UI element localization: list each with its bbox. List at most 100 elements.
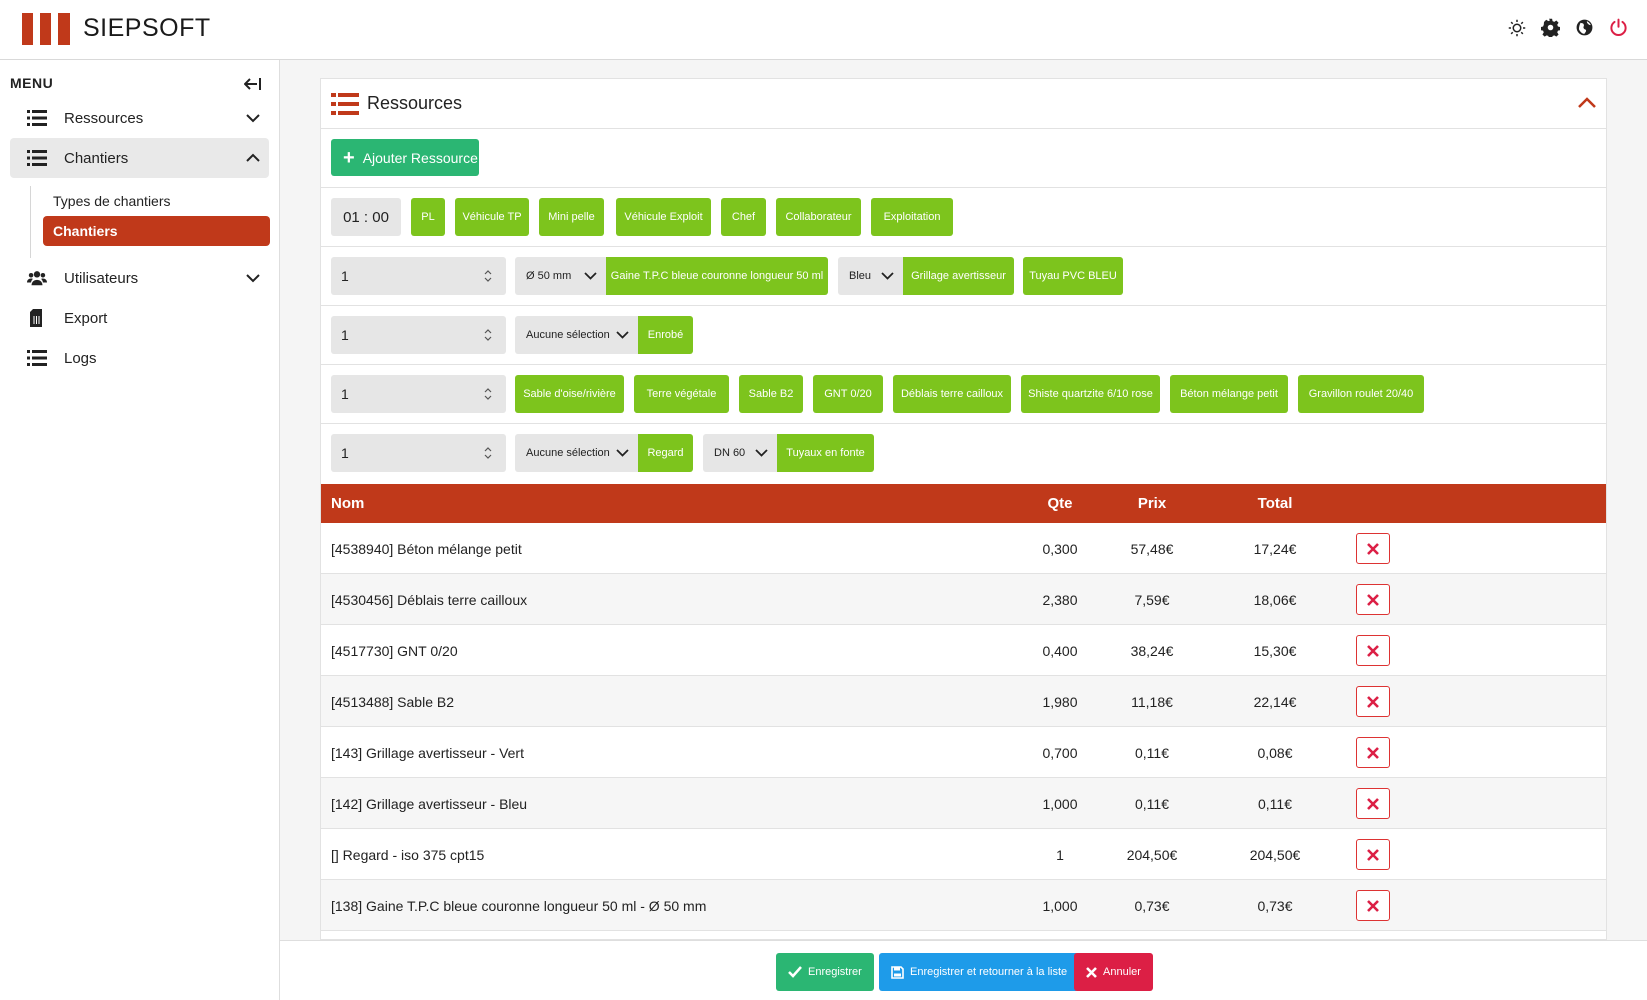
material-button-terre-vegetale[interactable]: Terre végétale	[634, 375, 729, 413]
cell-qte: 2,380	[1042, 592, 1078, 608]
material-button-sable-oise[interactable]: Sable d'oise/rivière	[515, 375, 624, 413]
chevron-up-icon	[246, 153, 260, 162]
sidebar-item-label: Utilisateurs	[64, 269, 139, 287]
list-icon	[331, 93, 359, 115]
cell-prix: 0,73€	[1134, 898, 1170, 914]
plus-icon: +	[343, 146, 355, 169]
quantity-value: 1	[341, 386, 349, 402]
material-button-gnt[interactable]: GNT 0/20	[813, 375, 883, 413]
vehicle-button-pl[interactable]: PL	[411, 198, 445, 236]
close-icon	[1367, 797, 1379, 810]
save-and-return-button[interactable]: Enregistrer et retourner à la liste	[879, 953, 1080, 991]
column-header-total: Total	[1257, 495, 1293, 512]
power-icon[interactable]	[1608, 17, 1629, 38]
cell-prix: 7,59€	[1134, 592, 1170, 608]
vehicle-button-exploitation[interactable]: Exploitation	[871, 198, 953, 236]
cell-qte: 1	[1056, 847, 1064, 863]
tuyaux-fonte-button[interactable]: Tuyaux en fonte	[777, 434, 874, 472]
save-button[interactable]: Enregistrer	[776, 953, 874, 991]
chevron-down-icon	[246, 114, 260, 123]
chevron-down-icon	[584, 272, 597, 280]
color-select[interactable]: Bleu	[838, 257, 904, 295]
quantity-value: 1	[341, 268, 349, 284]
dn-select[interactable]: DN 60	[703, 434, 778, 472]
quantity-stepper[interactable]: 1	[331, 257, 506, 295]
vehicle-button-vehicule-tp[interactable]: Véhicule TP	[455, 198, 529, 236]
material-button-sable-b2[interactable]: Sable B2	[739, 375, 803, 413]
spinner-arrows-icon	[484, 270, 492, 282]
sidebar-item-utilisateurs[interactable]: Utilisateurs	[10, 258, 269, 298]
material-button-shiste[interactable]: Shiste quartzite 6/10 rose	[1021, 375, 1160, 413]
ressources-panel: Ressources + Ajouter Ressource 01 : 00 P…	[320, 78, 1607, 940]
time-input[interactable]: 01 : 00	[331, 198, 401, 236]
add-resource-label: Ajouter Ressource	[362, 149, 478, 166]
cell-nom: [142] Grillage avertisseur - Bleu	[331, 796, 528, 812]
cell-nom: [4538940] Béton mélange petit	[331, 541, 522, 557]
sidebar-item-ressources[interactable]: Ressources	[10, 98, 269, 138]
vehicle-button-chef[interactable]: Chef	[721, 198, 766, 236]
cell-total: 204,50€	[1249, 847, 1301, 863]
sidebar-item-export[interactable]: Export	[10, 298, 269, 338]
material-button-deblais[interactable]: Déblais terre cailloux	[893, 375, 1011, 413]
add-row: + Ajouter Ressource	[321, 129, 1606, 188]
chevron-down-icon	[616, 449, 629, 457]
cell-prix: 11,18€	[1131, 694, 1173, 710]
diameter-select[interactable]: Ø 50 mm	[515, 257, 607, 295]
enrobe-select[interactable]: Aucune sélection	[515, 316, 639, 354]
add-resource-button[interactable]: + Ajouter Ressource	[331, 139, 479, 176]
delete-row-button[interactable]	[1356, 533, 1390, 564]
sub-item-chantiers[interactable]: Chantiers	[43, 216, 270, 246]
cell-prix: 204,50€	[1126, 847, 1178, 863]
panel-title: Ressources	[367, 93, 463, 113]
regard-button[interactable]: Regard	[638, 434, 693, 472]
gear-icon[interactable]	[1540, 17, 1561, 38]
material-button-beton[interactable]: Béton mélange petit	[1170, 375, 1288, 413]
cell-total: 0,73€	[1257, 898, 1293, 914]
table-row: [143] Grillage avertisseur - Vert 0,700 …	[321, 727, 1606, 778]
sub-item-types-de-chantiers[interactable]: Types de chantiers	[53, 193, 171, 209]
delete-row-button[interactable]	[1356, 635, 1390, 666]
quantity-stepper[interactable]: 1	[331, 375, 506, 413]
delete-row-button[interactable]	[1356, 686, 1390, 717]
cell-nom: [143] Grillage avertisseur - Vert	[331, 745, 524, 761]
cell-qte: 1,000	[1042, 898, 1078, 914]
delete-row-button[interactable]	[1356, 584, 1390, 615]
globe-icon[interactable]	[1574, 17, 1595, 38]
chevron-down-icon	[616, 331, 629, 339]
delete-row-button[interactable]	[1356, 839, 1390, 870]
delete-row-button[interactable]	[1356, 737, 1390, 768]
sidebar-item-logs[interactable]: Logs	[10, 338, 269, 378]
table-row: [] Regard - iso 375 cpt15 1 204,50€ 204,…	[321, 829, 1606, 880]
quantity-stepper[interactable]: 1	[331, 434, 506, 472]
material-button-gravillon[interactable]: Gravillon roulet 20/40	[1298, 375, 1424, 413]
list-icon	[27, 150, 47, 166]
cancel-label: Annuler	[1103, 966, 1141, 978]
spinner-arrows-icon	[484, 388, 492, 400]
vehicle-button-mini-pelle[interactable]: Mini pelle	[539, 198, 604, 236]
cancel-button[interactable]: Annuler	[1074, 953, 1153, 991]
vehicle-button-vehicule-exploit[interactable]: Véhicule Exploit	[616, 198, 711, 236]
tuyau-pvc-button[interactable]: Tuyau PVC BLEU	[1023, 257, 1123, 295]
file-icon	[30, 309, 42, 327]
cell-nom: [4517730] GNT 0/20	[331, 643, 458, 659]
regard-select[interactable]: Aucune sélection	[515, 434, 639, 472]
sidebar-item-chantiers[interactable]: Chantiers	[10, 138, 269, 178]
quantity-stepper[interactable]: 1	[331, 316, 506, 354]
delete-row-button[interactable]	[1356, 788, 1390, 819]
gaine-button[interactable]: Gaine T.P.C bleue couronne longueur 50 m…	[606, 257, 828, 295]
column-header-nom: Nom	[331, 495, 365, 512]
delete-row-button[interactable]	[1356, 890, 1390, 921]
users-icon	[27, 271, 47, 286]
grillage-button[interactable]: Grillage avertisseur	[903, 257, 1014, 295]
spinner-arrows-icon	[484, 329, 492, 341]
cell-prix: 38,24€	[1130, 643, 1174, 659]
sun-icon[interactable]	[1506, 17, 1527, 38]
save-label: Enregistrer	[808, 966, 862, 978]
enrobe-button[interactable]: Enrobé	[638, 316, 693, 354]
close-icon	[1086, 966, 1097, 978]
chevron-up-icon[interactable]	[1576, 92, 1598, 114]
table-row: [4517730] GNT 0/20 0,400 38,24€ 15,30€	[321, 625, 1606, 676]
cell-qte: 0,700	[1042, 745, 1078, 761]
collapse-menu-icon[interactable]	[241, 72, 265, 96]
vehicle-button-collaborateur[interactable]: Collaborateur	[776, 198, 861, 236]
